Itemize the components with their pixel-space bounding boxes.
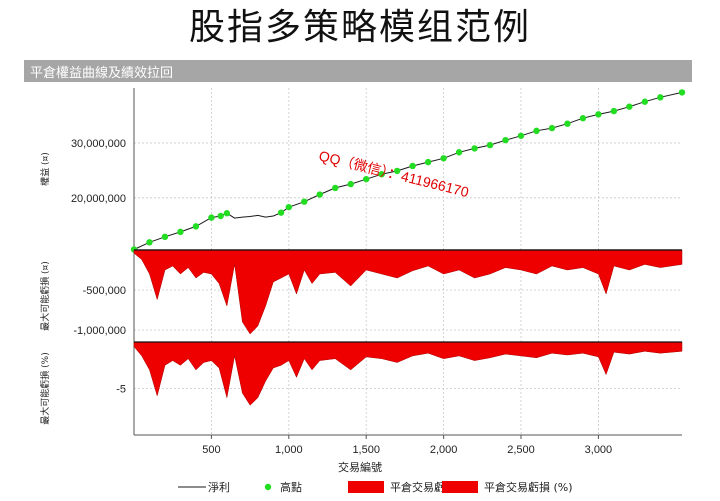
new-high-marker — [192, 223, 200, 230]
x-tick-label: 2,500 — [507, 444, 535, 456]
new-high-marker — [393, 167, 401, 175]
y-axis-label: 權益 (¤) — [39, 152, 51, 186]
drawdown-area — [133, 249, 683, 335]
new-high-marker — [610, 107, 618, 115]
equity-panel: 20,000,000 30,000,000 權益 (¤) — [39, 88, 686, 253]
new-high-marker — [177, 228, 184, 236]
new-high-marker — [347, 180, 354, 188]
equity-drawdown-chart: 20,000,000 30,000,000 權益 (¤) -500,000 -1,00… — [39, 88, 686, 494]
new-high-marker — [378, 171, 385, 178]
new-high-marker — [471, 145, 478, 152]
legend-swatch-key — [442, 481, 478, 493]
x-tick-label: 1,000 — [275, 444, 303, 456]
x-axis-title: 交易編號 — [338, 460, 382, 474]
new-high-marker — [217, 212, 224, 220]
new-high-marker — [533, 127, 540, 135]
y-tick-label: -1,000,000 — [73, 325, 126, 337]
legend-label: 平倉交易虧損 — [390, 480, 456, 494]
slide-title: 股指多策略模组范例 — [188, 7, 531, 48]
drawdown-pct-panel: -5 最大可能虧損 (%) — [39, 341, 683, 435]
legend: 淨利 高點 平倉交易虧損 平倉交易虧損 (%) — [178, 480, 573, 494]
y-tick-label: 30,000,000 — [71, 138, 126, 150]
new-high-marker — [486, 141, 494, 149]
x-tick-label: 1,500 — [352, 444, 380, 456]
new-high-marker — [579, 115, 587, 122]
new-high-marker — [440, 155, 447, 162]
panel-header: 平倉權益曲線及績效拉回 — [24, 60, 692, 82]
new-high-marker — [146, 239, 153, 246]
new-high-marker — [626, 103, 633, 110]
new-high-marker — [502, 136, 509, 144]
new-high-marker — [363, 175, 370, 183]
drawdown-amount-panel: -500,000 -1,000,000 最大可能虧損 (¤) — [39, 249, 683, 342]
new-high-marker — [223, 210, 231, 217]
y-tick-label: 20,000,000 — [71, 193, 126, 205]
legend-swatch-key — [348, 481, 384, 493]
x-tick-label: 500 — [202, 444, 220, 456]
legend-dot-key — [264, 483, 272, 491]
new-high-marker — [517, 132, 525, 139]
new-high-marker — [208, 214, 215, 221]
y-tick-label: -500,000 — [83, 285, 126, 297]
x-tick-label: 3,000 — [585, 444, 613, 456]
new-high-marker — [455, 149, 463, 156]
new-high-marker — [332, 184, 339, 192]
legend-label: 平倉交易虧損 (%) — [484, 480, 573, 494]
drawdown-area — [133, 341, 683, 406]
y-tick-label: -5 — [116, 384, 126, 396]
new-high-marker — [285, 203, 293, 211]
legend-label: 高點 — [280, 480, 302, 494]
x-axis: 500 1,000 1,500 2,000 2,500 3,000 交易編號 — [134, 434, 682, 474]
new-high-marker — [657, 94, 664, 101]
x-tick-label: 2,000 — [430, 444, 458, 456]
legend-label: 淨利 — [208, 481, 230, 494]
new-high-marker — [424, 158, 432, 166]
new-high-marker — [564, 120, 571, 127]
y-axis-label: 最大可能虧損 (¤) — [39, 261, 51, 331]
panel-title: 平倉權益曲線及績效拉回 — [30, 66, 174, 81]
new-high-marker — [409, 162, 416, 170]
new-high-marker — [641, 98, 649, 105]
new-high-marker — [301, 198, 308, 205]
new-high-marker — [316, 191, 323, 198]
new-high-marker — [161, 233, 169, 241]
new-high-marker — [277, 209, 285, 216]
new-high-marker — [595, 111, 602, 118]
new-high-marker — [548, 124, 556, 132]
y-axis-label: 最大可能虧損 (%) — [39, 352, 51, 424]
new-high-marker — [678, 89, 686, 96]
